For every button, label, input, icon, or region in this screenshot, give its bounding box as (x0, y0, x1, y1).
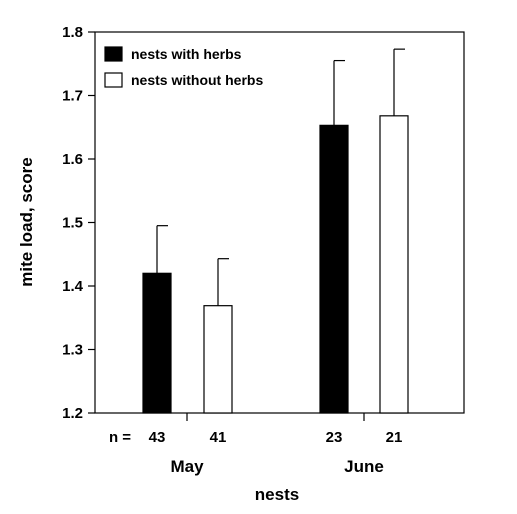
x-axis-labels: 43 23 41 21 n = May June (109, 413, 402, 476)
y-tick-label: 1.2 (62, 405, 83, 422)
sample-size-label: 21 (386, 429, 403, 446)
y-axis: 1.2 1.3 1.4 1.5 1.6 1.7 1.8 (62, 24, 95, 422)
legend-label: nests with herbs (131, 46, 242, 62)
sample-size-label: 43 (149, 429, 166, 446)
y-tick-label: 1.7 (62, 88, 83, 105)
x-axis-title: nests (255, 485, 299, 504)
y-axis-title: mite load, score (17, 157, 36, 286)
legend: nests with herbs nests without herbs (104, 46, 263, 88)
legend-swatch (104, 72, 123, 88)
bar (142, 272, 172, 414)
y-tick-label: 1.8 (62, 24, 83, 41)
y-tick-label: 1.5 (62, 215, 83, 232)
legend-swatch (104, 46, 123, 62)
bars (142, 48, 409, 414)
legend-label: nests without herbs (131, 72, 263, 88)
y-tick-label: 1.6 (62, 151, 83, 168)
sample-size-label: 41 (210, 429, 227, 446)
bar (203, 305, 233, 414)
sample-size-label: 23 (326, 429, 343, 446)
bar (319, 124, 349, 414)
category-label: June (344, 457, 384, 476)
sample-size-prefix: n = (109, 429, 131, 446)
y-tick-label: 1.3 (62, 342, 83, 359)
bar (379, 115, 409, 414)
category-label: May (170, 457, 204, 476)
y-tick-label: 1.4 (62, 278, 84, 295)
